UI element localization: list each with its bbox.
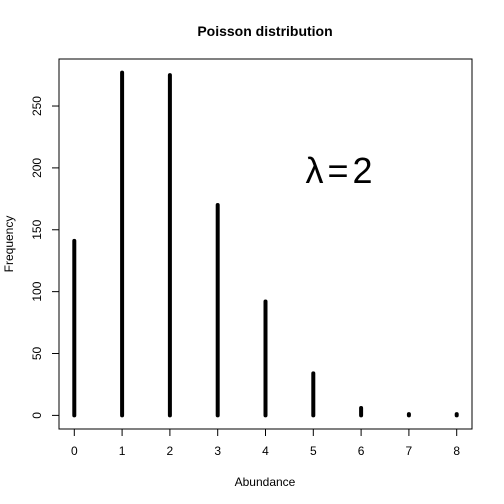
x-tick-label-6: 6	[358, 444, 365, 458]
x-ticks: 0 1 2 3 4 5 6 7 8	[71, 429, 460, 458]
chart-title: Poisson distribution	[197, 23, 332, 39]
x-tick-label-7: 7	[406, 444, 413, 458]
y-tick-label-200: 200	[30, 158, 44, 178]
y-axis-label: Frequency	[2, 216, 16, 273]
x-tick-label-4: 4	[262, 444, 269, 458]
y-tick-label-150: 150	[30, 219, 44, 239]
x-axis-label: Abundance	[235, 475, 296, 489]
y-tick-label-50: 50	[30, 347, 44, 361]
y-tick-label-0: 0	[30, 412, 44, 419]
x-tick-label-2: 2	[167, 444, 174, 458]
lambda-value: 2	[353, 150, 373, 191]
x-tick-label-0: 0	[71, 444, 78, 458]
x-tick-label-5: 5	[310, 444, 317, 458]
bars	[72, 70, 459, 418]
lambda-annotation: λ = 2	[305, 150, 372, 191]
x-tick-label-3: 3	[214, 444, 221, 458]
y-tick-label-250: 250	[30, 96, 44, 116]
x-tick-label-8: 8	[453, 444, 460, 458]
y-tick-label-100: 100	[30, 281, 44, 301]
lambda-equals: =	[327, 150, 348, 191]
y-ticks: 0 50 100 150 200 250	[30, 96, 59, 419]
x-tick-label-1: 1	[119, 444, 126, 458]
lambda-symbol: λ	[305, 150, 323, 191]
